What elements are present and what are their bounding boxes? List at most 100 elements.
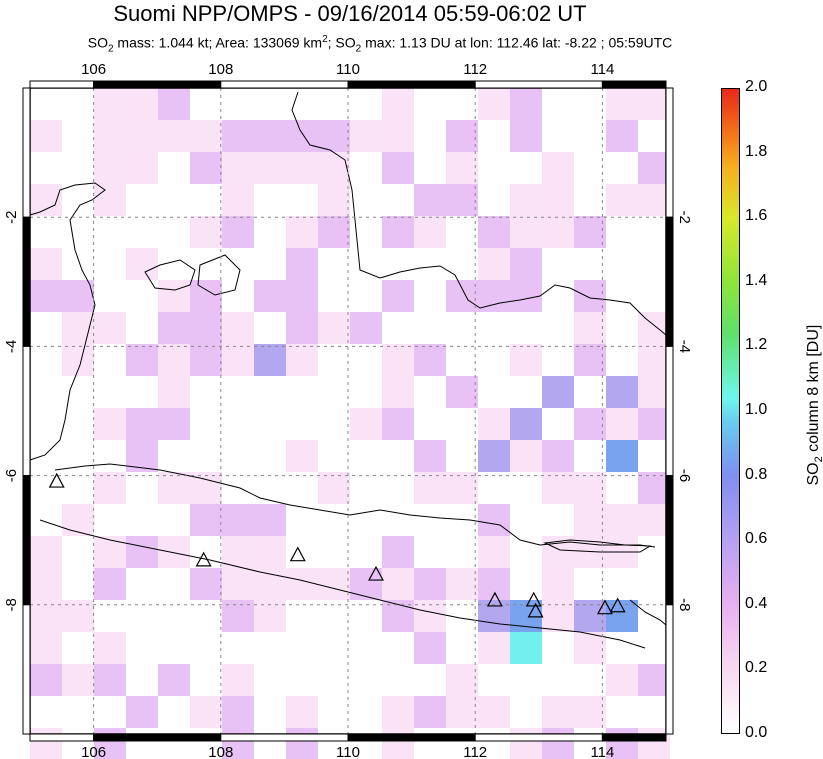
so2-cell [94, 408, 126, 440]
so2-cell [158, 280, 190, 312]
so2-cell [318, 568, 350, 600]
so2-cell [478, 88, 510, 120]
so2-cell [510, 344, 542, 376]
so2-cell [638, 88, 670, 120]
so2-cell [382, 728, 414, 759]
border-bar-left [22, 604, 31, 735]
lat-tick-label-right: -8 [676, 598, 693, 611]
so2-cell [30, 248, 62, 280]
so2-cell [350, 312, 382, 344]
so2-cell [606, 408, 638, 440]
so2-cell [446, 152, 478, 184]
so2-cell [94, 120, 126, 152]
colorbar-tick-label: 1.0 [745, 401, 768, 418]
so2-cell [542, 728, 574, 759]
so2-cell [62, 664, 94, 696]
subtitle-sub: 2 [107, 43, 114, 55]
border-bar-bottom [474, 733, 603, 742]
so2-cell [222, 216, 254, 248]
so2-cell [190, 280, 222, 312]
so2-cell [222, 696, 254, 728]
so2-cell [126, 408, 158, 440]
so2-cell [222, 728, 254, 759]
lon-tick-label-top: 114 [590, 61, 614, 78]
so2-cell [382, 152, 414, 184]
so2-cell [254, 280, 286, 312]
subtitle-so2: ; SO [327, 34, 356, 51]
so2-cell [510, 184, 542, 216]
so2-cell [478, 632, 510, 664]
so2-cell [254, 152, 286, 184]
so2-cell [350, 120, 382, 152]
so2-cell [254, 536, 286, 568]
so2-cell [286, 568, 318, 600]
border-bar-top [29, 80, 95, 89]
border-bar-right [665, 216, 674, 347]
so2-cell [606, 664, 638, 696]
so2-cell [574, 472, 606, 504]
so2-cell-high [606, 440, 638, 472]
so2-cell [318, 312, 350, 344]
triangle-icon [289, 546, 306, 562]
so2-cell [638, 152, 670, 184]
so2-cell [222, 344, 254, 376]
triangle-icon [486, 591, 503, 607]
so2-cell-high [254, 344, 286, 376]
so2-cell [638, 728, 670, 759]
colorbar-label: SO2 column 8 km [DU] [805, 290, 823, 520]
so2-cell [254, 504, 286, 536]
so2-cell [446, 376, 478, 408]
lon-tick-label-top: 108 [208, 61, 233, 78]
so2-cell [414, 600, 446, 632]
so2-cell [286, 248, 318, 280]
so2-cell [382, 216, 414, 248]
border-bar-bottom [29, 733, 95, 742]
border-bar-bottom [601, 733, 667, 742]
so2-cell [94, 728, 126, 759]
border-bar-top [93, 80, 222, 89]
java-coast-north [54, 463, 656, 548]
subtitle-so: SO [87, 34, 108, 51]
so2-cells [30, 88, 670, 759]
so2-cell [446, 280, 478, 312]
so2-cell [638, 344, 670, 376]
lon-tick-label-top: 106 [81, 61, 106, 78]
so2-cell [446, 568, 478, 600]
triangle-icon [596, 599, 613, 615]
border-bar-bottom [220, 733, 349, 742]
so2-cell [126, 120, 158, 152]
so2-cell [286, 696, 318, 728]
so2-cell [638, 664, 670, 696]
so2-cell [638, 376, 670, 408]
so2-cell [286, 120, 318, 152]
border-bar-left [22, 87, 31, 218]
so2-cell [574, 216, 606, 248]
so2-cell [382, 344, 414, 376]
so2-cell [286, 216, 318, 248]
lat-tick-label-left: -2 [3, 211, 20, 224]
so2-cell [542, 152, 574, 184]
so2-cell [126, 152, 158, 184]
so2-cell [62, 504, 94, 536]
so2-cell [382, 696, 414, 728]
so2-cell [414, 184, 446, 216]
colorbar-tick-label: 1.8 [745, 142, 768, 160]
border-bar-top [601, 80, 667, 89]
so2-cell [382, 600, 414, 632]
so2-cell [158, 312, 190, 344]
triangle-icon [367, 565, 384, 581]
so2-cell [126, 536, 158, 568]
so2-cell [414, 216, 446, 248]
so2-cell [446, 184, 478, 216]
so2-cell [30, 536, 62, 568]
so2-cell [190, 120, 222, 152]
so2-cell [606, 88, 638, 120]
colorbar-tick-label: 2.0 [745, 78, 768, 95]
axis-ticks: 106 106 108 108 110 110 112 112 114 114 -2 -2 -4 -4 -6… [3, 61, 693, 759]
colorbar-tick-label: 1.2 [745, 336, 768, 354]
madura-island [543, 539, 652, 553]
so2-cell [126, 440, 158, 472]
colorbar-tick-label: 0.8 [745, 465, 768, 483]
so2-cell-high [542, 376, 574, 408]
